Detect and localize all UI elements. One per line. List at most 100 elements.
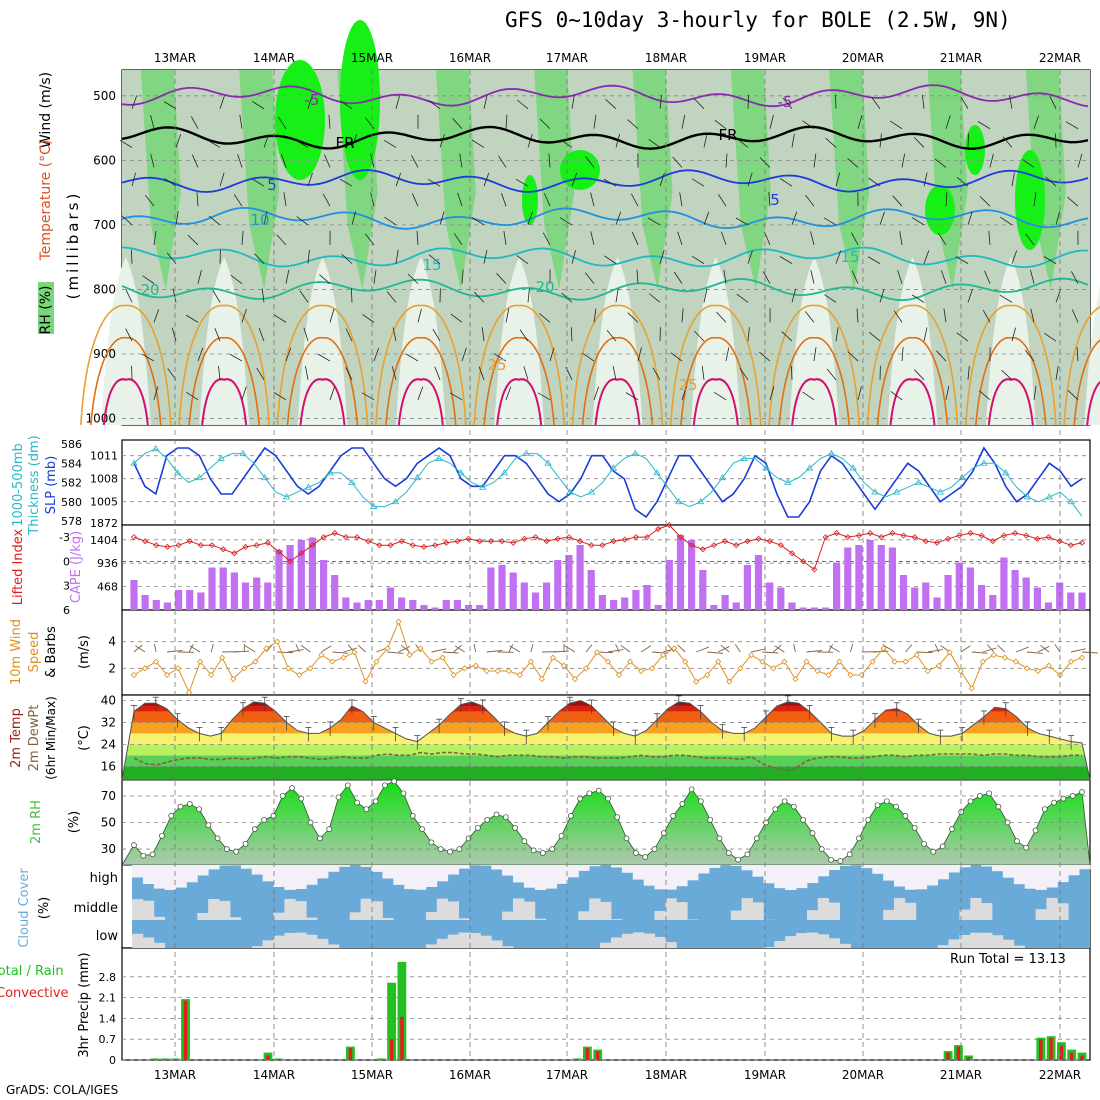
- cloud-low-segment: [807, 932, 819, 948]
- wind-barb: [615, 133, 621, 148]
- thickness-point: [936, 488, 945, 495]
- wind-speed-point: [671, 645, 678, 652]
- wind-barb: [1030, 308, 1035, 323]
- wind-barb: [471, 217, 485, 226]
- surface-wind-barb: [793, 643, 796, 653]
- cape-bar: [520, 582, 528, 610]
- rh-point: [140, 852, 147, 859]
- isotherm-25-arch: [866, 304, 959, 426]
- precip-total-bar: [387, 982, 396, 1060]
- rh-point: [1041, 806, 1048, 813]
- rh-point: [177, 803, 184, 810]
- cape-bar: [587, 570, 595, 610]
- wind-speed-point: [329, 658, 336, 665]
- lifted-point: [186, 538, 193, 545]
- wind-barb: [208, 215, 221, 226]
- cape-bar: [911, 587, 919, 610]
- surface-wind-barb: [321, 645, 332, 653]
- rh-legend-swatch: [38, 282, 54, 334]
- wind-barb: [867, 256, 881, 264]
- lifted-point: [220, 546, 227, 553]
- cloud-mid-segment: [1035, 909, 1047, 920]
- thickness-point: [130, 459, 138, 466]
- cape-bar: [141, 595, 149, 610]
- wind-barb: [716, 311, 727, 323]
- lifted-point: [855, 532, 863, 539]
- surface-wind-barb: [905, 644, 913, 653]
- wind-barb: [163, 101, 177, 110]
- thickness-point: [217, 454, 225, 461]
- wind-barb: [150, 115, 155, 129]
- cape-bar: [442, 600, 450, 610]
- wind-speed-point: [1067, 658, 1075, 665]
- wind-barb: [261, 288, 265, 303]
- rh-point: [224, 846, 230, 852]
- cloud-high-segment: [545, 865, 557, 889]
- surface-wind-barb: [332, 651, 349, 654]
- surface-wind-barb: [288, 649, 304, 653]
- wind-barb: [659, 94, 662, 109]
- wind-barb: [478, 366, 485, 380]
- wind-speed-point: [461, 665, 468, 672]
- precip-tick-label: 0.7: [99, 1033, 117, 1046]
- cloud-low-segment: [643, 933, 655, 948]
- rh-point: [893, 803, 899, 810]
- wind-speed-point: [384, 645, 391, 652]
- isotherm-5: [121, 169, 1089, 193]
- wind-barb: [307, 95, 313, 109]
- lifted-point: [722, 538, 729, 545]
- wind-barb: [659, 172, 665, 187]
- thickness-tick-label: 584: [61, 457, 82, 470]
- cloud-mid-segment: [894, 898, 906, 920]
- wind-barb: [593, 114, 597, 129]
- cloud-high-segment: [317, 865, 329, 879]
- temp-tick-label: 40: [101, 693, 116, 707]
- cloud-high-segment: [785, 865, 797, 890]
- wind-barb: [258, 327, 265, 342]
- wind-barb: [1011, 172, 1015, 187]
- rh-saturated-patch: [340, 20, 380, 180]
- surface-wind-barb: [295, 644, 300, 653]
- cloud-high-segment: [796, 865, 808, 889]
- rh-point: [865, 816, 872, 823]
- cloud-low-segment: [502, 946, 514, 948]
- temp-tick-label: 24: [101, 737, 116, 751]
- lifted-point: [677, 534, 684, 541]
- surface-wind-barb: [135, 645, 146, 653]
- wind-barb: [791, 288, 796, 303]
- surface-wind-barb: [734, 644, 741, 653]
- cloud-mid-segment: [349, 912, 361, 920]
- cloud-high-segment: [556, 865, 568, 884]
- wind-barb: [319, 274, 331, 284]
- cloud-mid-segment: [741, 898, 753, 920]
- cloud-low-segment: [632, 932, 645, 948]
- cloud-mid-segment: [1046, 897, 1058, 920]
- rh-dry-column: [199, 257, 250, 425]
- lifted-point: [532, 534, 539, 541]
- surface-wind-barb: [210, 643, 214, 653]
- wind-barb: [747, 94, 749, 109]
- rh-point: [1060, 795, 1067, 802]
- wind-barb: [383, 139, 397, 148]
- wind-barb: [739, 368, 749, 381]
- cloud-mid-segment: [230, 917, 242, 920]
- contour-label: -5: [305, 91, 320, 109]
- rh-point: [493, 811, 500, 818]
- cape-bar: [576, 545, 584, 610]
- cloud-high-segment: [611, 865, 623, 868]
- cloud-mid-segment: [208, 899, 220, 920]
- lifted-point: [409, 542, 416, 549]
- wind-speed-point: [814, 667, 821, 675]
- cloud-low-segment: [937, 945, 949, 948]
- wind-barb: [889, 120, 903, 130]
- cape-bar: [476, 605, 484, 610]
- surface-wind-barb: [1081, 651, 1098, 654]
- wind-speed-point: [373, 658, 380, 665]
- wind-barb: [960, 96, 969, 109]
- wind-barb: [351, 211, 356, 226]
- rh-point: [763, 819, 769, 826]
- cloud-high-segment: [360, 865, 372, 867]
- wind-barb: [1008, 94, 1013, 109]
- rh-dry-column: [690, 257, 741, 425]
- wind-barb: [945, 386, 950, 400]
